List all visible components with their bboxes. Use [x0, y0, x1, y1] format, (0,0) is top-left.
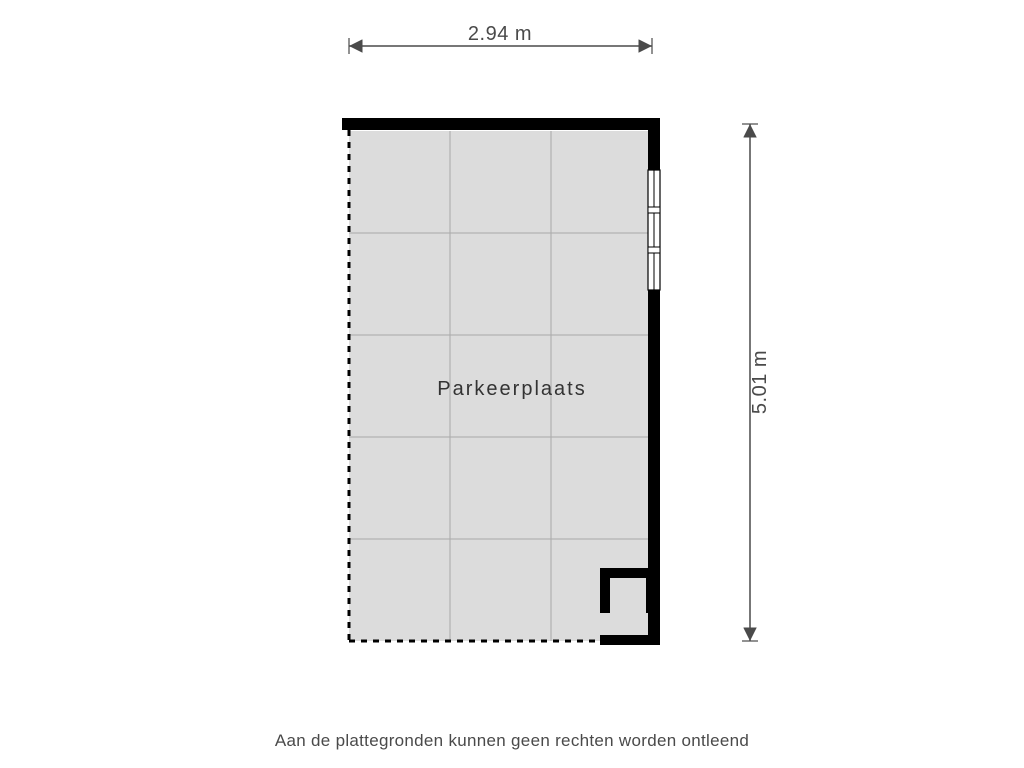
dim-label-height: 5.01 m — [749, 350, 771, 414]
window-mullion — [648, 247, 660, 253]
pillar-fill — [605, 573, 651, 613]
floorplan-canvas: Parkeerplaats 2.94 m 5.01 m Aan de plattegr… — [0, 0, 1024, 768]
window-mullion — [648, 207, 660, 213]
disclaimer-text: Aan de plattegronden kunnen geen rechten… — [275, 731, 749, 750]
room-label: Parkeerplaats — [437, 378, 586, 400]
dim-label-width: 2.94 m — [468, 23, 532, 45]
